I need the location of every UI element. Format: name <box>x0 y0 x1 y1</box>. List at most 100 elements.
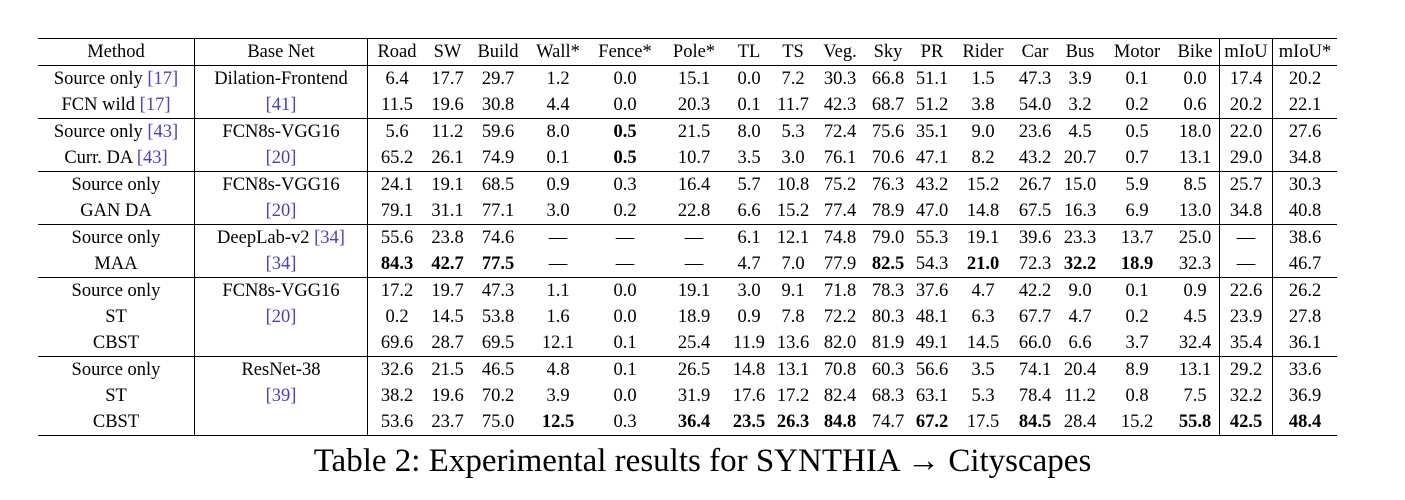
column-header: Car <box>1013 38 1057 66</box>
table-row: Source only FCN8s-VGG16 17.2 19.7 47.3 1.1 0.0… <box>38 277 1337 304</box>
value-cell: 6.9 <box>1103 198 1171 225</box>
value-cell: 53.6 <box>367 409 426 436</box>
value-cell: 76.1 <box>815 145 865 172</box>
value-cell: 3.8 <box>953 92 1013 119</box>
value-cell: 84.5 <box>1013 409 1057 436</box>
value-cell: 78.4 <box>1018 385 1052 406</box>
base-net-name: DeepLab-v2 <box>217 227 310 248</box>
value-cell: 42.2 <box>1018 280 1052 301</box>
table-row: Source only [17] Dilation-Frontend 6.4 17.7… <box>38 65 1337 92</box>
method-name: ST <box>105 306 127 327</box>
value-cell: 4.4 <box>527 92 589 119</box>
value-cell: 6.6 <box>727 198 771 225</box>
value-cell: 67.7 <box>1018 306 1052 327</box>
value-cell: 0.7 <box>1103 145 1171 172</box>
value-cell: 21.5 <box>677 121 711 142</box>
value-cell: 1.1 <box>546 280 570 301</box>
citation-link[interactable]: [20] <box>265 306 297 327</box>
base-net-cell <box>194 409 368 436</box>
value-cell: 3.2 <box>1057 92 1103 119</box>
value-cell: 37.6 <box>915 280 949 301</box>
value-cell: 17.2 <box>380 280 414 301</box>
column-header: mIoU <box>1219 38 1273 66</box>
citation-link[interactable]: [20] <box>265 147 297 168</box>
value-cell: 0.2 <box>589 198 661 225</box>
value-cell: 14.5 <box>953 330 1013 357</box>
method-cell: Source only [17] <box>38 65 195 92</box>
citation-link[interactable]: [17] <box>139 94 171 115</box>
value-cell: 0.9 <box>546 174 570 195</box>
value-cell: 17.5 <box>953 409 1013 436</box>
value-cell: 63.1 <box>915 385 949 406</box>
citation-link[interactable]: [39] <box>265 385 297 406</box>
citation-link[interactable]: [43] <box>147 121 179 142</box>
method-name: Source only <box>53 68 143 89</box>
value-cell: 4.8 <box>546 359 570 380</box>
citation-link[interactable]: [41] <box>265 94 297 115</box>
table-row: GAN DA [20] 79.1 31.1 77.1 3.0 0.2 22.8 6.6 15.2 7… <box>38 198 1337 225</box>
value-cell: 0.3 <box>613 174 637 195</box>
citation-link[interactable]: [20] <box>265 200 297 221</box>
value-cell: 46.7 <box>1272 251 1337 278</box>
value-cell: 0.8 <box>1125 385 1149 406</box>
value-cell: 7.5 <box>1183 385 1207 406</box>
value-cell: 28.4 <box>1057 409 1103 436</box>
value-cell: 36.1 <box>1272 330 1337 357</box>
value-cell: 8.2 <box>953 145 1013 172</box>
value-cell: 8.9 <box>1125 359 1149 380</box>
value-cell: 12.1 <box>776 227 810 248</box>
value-cell: 9.1 <box>781 280 805 301</box>
value-cell: 1.2 <box>546 68 570 89</box>
value-cell: 26.2 <box>1272 277 1337 304</box>
value-cell: 13.1 <box>1171 145 1220 172</box>
value-cell: 13.7 <box>1120 227 1154 248</box>
column-header: Wall* <box>527 38 589 66</box>
citation-link[interactable]: [34] <box>314 227 345 248</box>
value-cell: 23.5 <box>727 409 771 436</box>
value-cell: 49.1 <box>911 330 953 357</box>
base-net-name: FCN8s-VGG16 <box>222 121 340 142</box>
method-name: Source only <box>71 359 161 380</box>
citation-link[interactable]: [34] <box>265 253 297 274</box>
value-cell: 5.9 <box>1125 174 1149 195</box>
citation-link[interactable]: [17] <box>147 68 179 89</box>
value-cell: 65.2 <box>367 145 426 172</box>
value-cell: — <box>1219 251 1273 278</box>
column-header: Rider <box>953 38 1013 66</box>
column-header: Fence* <box>589 38 661 66</box>
column-header: mIoU* <box>1272 38 1337 66</box>
value-cell: 27.8 <box>1272 304 1337 330</box>
value-cell: 12.1 <box>527 330 589 357</box>
value-cell: 0.0 <box>613 306 637 327</box>
value-cell: 14.5 <box>431 306 464 327</box>
citation-link[interactable]: [43] <box>136 147 168 168</box>
value-cell: 16.3 <box>1057 198 1103 225</box>
base-net-cell: FCN8s-VGG16 <box>194 118 368 145</box>
value-cell: 29.2 <box>1219 356 1273 383</box>
value-cell: 32.6 <box>380 359 414 380</box>
value-cell: 69.6 <box>367 330 426 357</box>
value-cell: 0.5 <box>613 121 637 142</box>
value-cell: 6.1 <box>737 227 761 248</box>
method-cell: Source only [43] <box>38 118 195 145</box>
value-cell: 4.5 <box>1068 121 1092 142</box>
value-cell: 10.8 <box>776 174 810 195</box>
value-cell: 74.8 <box>823 227 857 248</box>
value-cell: 0.0 <box>613 385 637 406</box>
value-cell: 11.5 <box>367 92 426 119</box>
value-cell: 82.0 <box>815 330 865 357</box>
value-cell: 17.4 <box>1219 65 1273 92</box>
method-name: ST <box>105 385 127 406</box>
value-cell: 67.2 <box>911 409 953 436</box>
method-cell: Source only <box>38 356 195 383</box>
value-cell: 82.5 <box>865 251 911 278</box>
base-net-cell: [20] <box>194 304 368 330</box>
value-cell: 51.1 <box>915 68 949 89</box>
value-cell: 29.7 <box>481 68 515 89</box>
table-row: CBST 69.6 28.7 69.5 12.1 0.1 25.4 11.9 13.6 82.0 8… <box>38 330 1337 357</box>
value-cell: — <box>1219 224 1273 251</box>
value-cell: 0.2 <box>1125 306 1149 327</box>
method-name: CBST <box>92 411 140 432</box>
value-cell: 27.6 <box>1272 118 1337 145</box>
method-cell: ST <box>38 304 195 330</box>
